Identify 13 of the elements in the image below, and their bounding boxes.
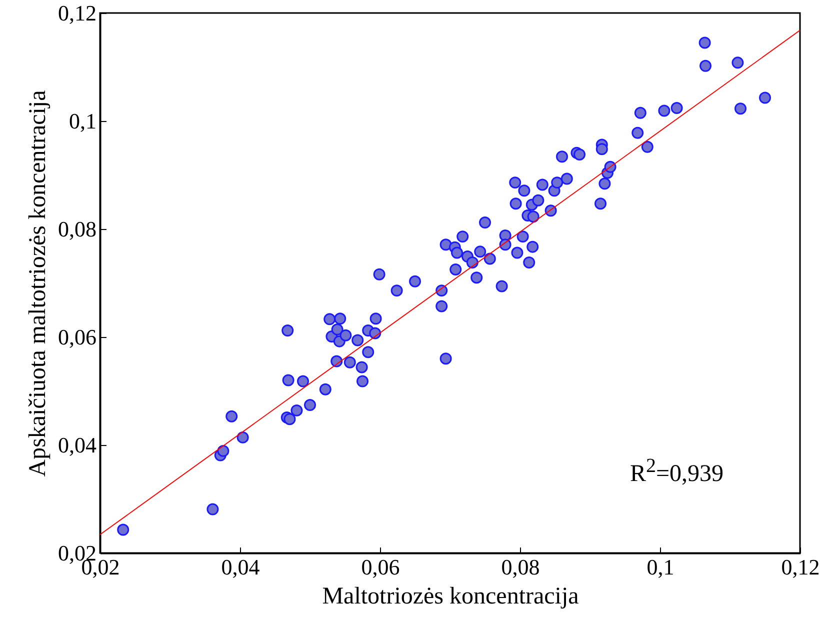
x-tick-label: 0,06: [361, 554, 400, 580]
x-tick-label: 0,04: [221, 554, 260, 580]
x-tick-label: 0,12: [781, 554, 820, 580]
y-tick-label: 0,1: [69, 108, 96, 134]
annotation: R$^{2}$=0,939: [630, 455, 724, 488]
y-axis-title: Apskaičiuota maltotriozės koncentracija: [25, 90, 51, 477]
x-tick-label: 0,08: [501, 554, 540, 580]
x-tick-label: 0,1: [646, 554, 674, 580]
y-tick-label: 0,06: [58, 324, 96, 350]
y-tick-label: 0,08: [58, 216, 96, 242]
y-tick-label: 0,04: [58, 432, 96, 458]
x-axis-title: Maltotriozės koncentracija: [322, 584, 580, 610]
y-tick-label: 0,12: [58, 0, 96, 26]
